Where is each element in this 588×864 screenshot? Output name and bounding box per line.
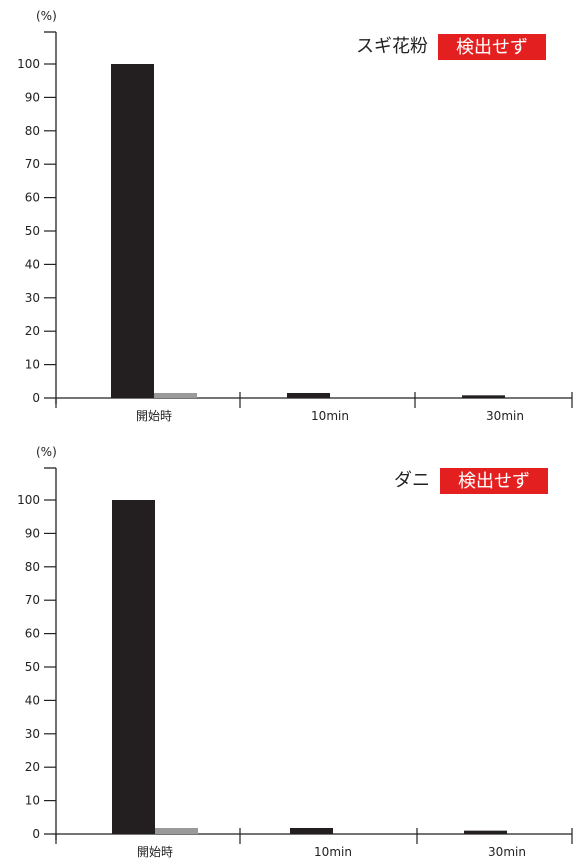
- chart2-bar-series1-2: [464, 830, 507, 834]
- chart2-y-tick-label: 10: [25, 794, 40, 808]
- chart1-category-label: 開始時: [136, 409, 172, 423]
- chart1-y-tick-label: 70: [25, 157, 40, 171]
- chart2-title: ダニ: [394, 470, 430, 491]
- chart2-y-tick-label: 70: [25, 593, 40, 607]
- chart1-title: スギ花粉: [356, 36, 428, 57]
- chart2-y-tick-label: 30: [25, 727, 40, 741]
- chart1-bar-series1-0: [111, 64, 154, 398]
- chart1-y-tick-label: 80: [25, 124, 40, 138]
- chart1-y-tick-label: 40: [25, 257, 40, 271]
- chart1-y-tick-label: 60: [25, 191, 40, 205]
- chart1-y-tick-label: 10: [25, 358, 40, 372]
- chart2-category-label: 開始時: [137, 845, 173, 859]
- chart2-y-tick-label: 90: [25, 526, 40, 540]
- chart2-y-tick-label: 50: [25, 660, 40, 674]
- chart1-y-unit-label: (%): [36, 9, 57, 23]
- chart2-y-tick-label: 80: [25, 560, 40, 574]
- chart2-bar-series1-0: [112, 500, 155, 834]
- chart2-bar-series2-0: [155, 827, 198, 834]
- chart2-y-tick-label: 40: [25, 693, 40, 707]
- chart2-badge-label: 検出せず: [458, 471, 530, 492]
- chart1-category-label: 10min: [311, 409, 349, 423]
- chart1-bar-series2-0: [154, 392, 197, 398]
- chart2-y-tick-label: 20: [25, 760, 40, 774]
- chart1-y-tick-label: 50: [25, 224, 40, 238]
- chart2-y-tick-label: 100: [17, 493, 40, 507]
- chart1-y-tick-label: 20: [25, 324, 40, 338]
- chart1-bar-series1-2: [462, 395, 505, 398]
- chart1-bar-series1-1: [287, 392, 330, 398]
- chart2-y-tick-label: 60: [25, 627, 40, 641]
- chart2-y-tick-label: 0: [32, 827, 40, 841]
- chart1-badge-background: [438, 34, 546, 60]
- chart2-y-unit-label: (%): [36, 445, 57, 459]
- chart1-category-label: 30min: [486, 409, 524, 423]
- chart2-category-label: 30min: [488, 845, 526, 859]
- chart1-y-tick-label: 30: [25, 291, 40, 305]
- chart1-y-tick-label: 90: [25, 90, 40, 104]
- chart2-bar-series1-1: [290, 827, 333, 834]
- chart2-category-label: 10min: [314, 845, 352, 859]
- chart1-y-tick-label: 100: [17, 57, 40, 71]
- chart1-badge-label: 検出せず: [456, 37, 528, 58]
- chart1-y-tick-label: 0: [32, 391, 40, 405]
- chart2-badge-background: [440, 468, 548, 494]
